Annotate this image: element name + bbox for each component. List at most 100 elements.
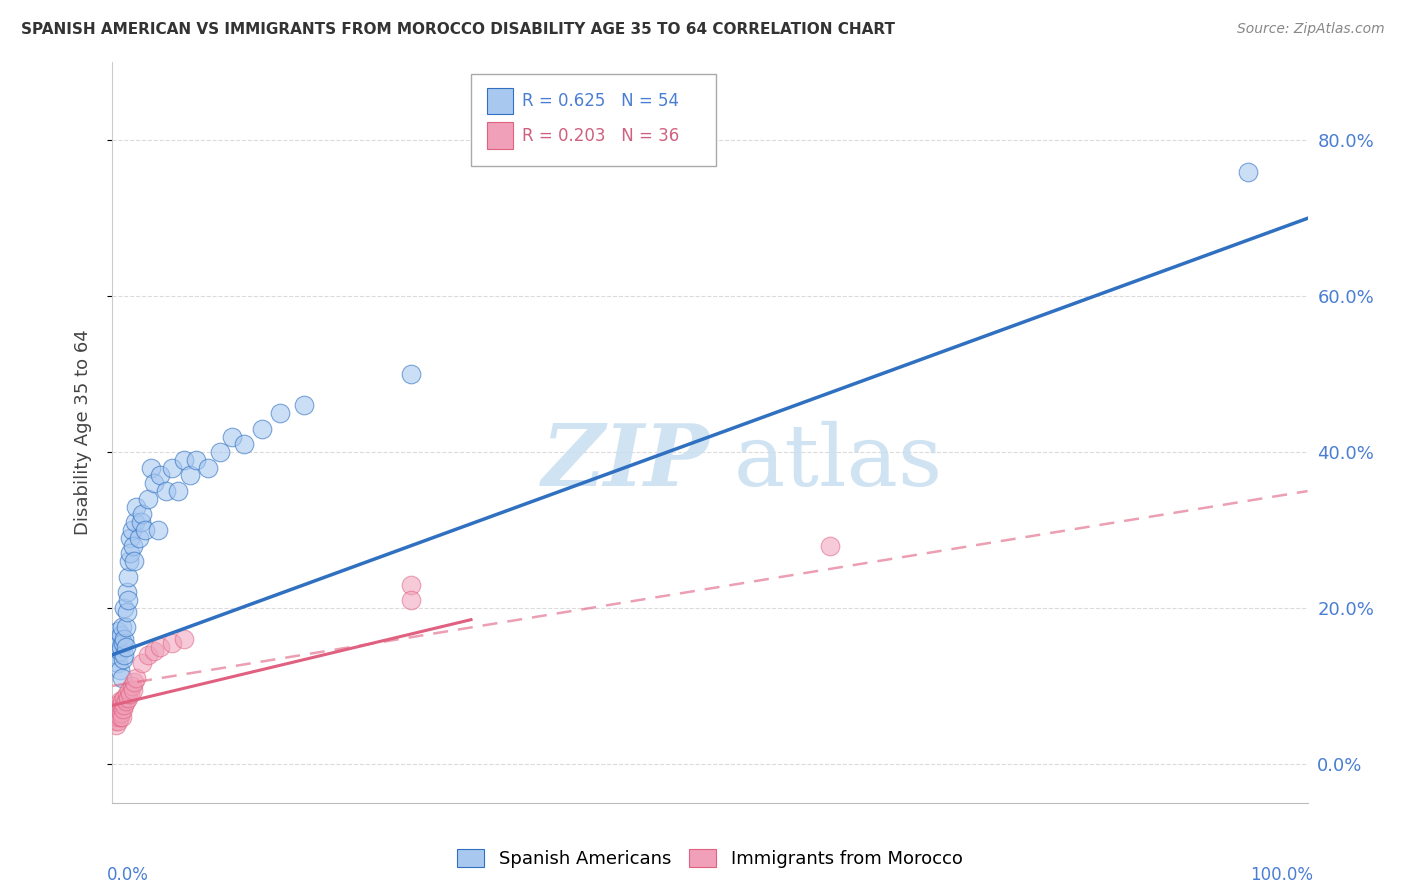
Point xyxy=(173,632,195,647)
Point xyxy=(104,702,127,716)
Point xyxy=(149,468,172,483)
Point xyxy=(167,484,190,499)
Point xyxy=(121,523,143,537)
Point xyxy=(124,515,146,529)
Point xyxy=(122,675,145,690)
Point xyxy=(292,398,315,412)
Point xyxy=(111,671,134,685)
Point xyxy=(110,706,132,721)
Point xyxy=(103,710,125,724)
Point xyxy=(110,640,132,654)
Point xyxy=(143,644,166,658)
Text: 0.0%: 0.0% xyxy=(107,866,149,884)
Point xyxy=(107,702,129,716)
Text: R = 0.625   N = 54: R = 0.625 N = 54 xyxy=(523,92,679,110)
Point xyxy=(107,624,129,639)
Point xyxy=(104,714,127,728)
Point xyxy=(209,445,232,459)
Point xyxy=(108,694,131,708)
Point xyxy=(107,714,129,728)
Bar xyxy=(486,122,513,149)
Point xyxy=(105,632,128,647)
Point xyxy=(129,515,152,529)
Point xyxy=(134,523,156,537)
Y-axis label: Disability Age 35 to 64: Disability Age 35 to 64 xyxy=(73,330,91,535)
Point xyxy=(110,698,132,713)
Point xyxy=(112,702,135,716)
Point xyxy=(112,636,135,650)
Point xyxy=(111,694,134,708)
Text: 100.0%: 100.0% xyxy=(1250,866,1313,884)
Point xyxy=(143,476,166,491)
Point xyxy=(120,687,142,701)
Point xyxy=(818,539,841,553)
Point xyxy=(146,523,169,537)
Point xyxy=(115,687,138,701)
Text: atlas: atlas xyxy=(734,421,943,504)
Point xyxy=(131,656,153,670)
Point xyxy=(155,484,177,499)
Point xyxy=(173,453,195,467)
Point xyxy=(114,648,135,662)
Point xyxy=(250,422,273,436)
Point xyxy=(105,648,128,662)
Point xyxy=(114,698,135,713)
Point xyxy=(121,682,143,697)
Point xyxy=(105,698,128,713)
Point xyxy=(105,706,128,721)
Point xyxy=(104,636,127,650)
Point xyxy=(118,682,141,697)
Legend: Spanish Americans, Immigrants from Morocco: Spanish Americans, Immigrants from Moroc… xyxy=(450,841,970,875)
Point xyxy=(139,460,162,475)
Point xyxy=(115,605,138,619)
Point xyxy=(114,640,136,654)
Point xyxy=(117,690,139,705)
Point xyxy=(117,570,139,584)
Point xyxy=(114,620,136,634)
Point xyxy=(112,651,135,665)
Point xyxy=(110,628,132,642)
Point xyxy=(122,554,145,568)
Point xyxy=(121,679,143,693)
Point xyxy=(108,644,131,658)
Point xyxy=(233,437,256,451)
Point xyxy=(138,491,160,506)
Point xyxy=(108,710,131,724)
Point xyxy=(149,640,172,654)
Point xyxy=(162,636,183,650)
Point xyxy=(1237,164,1260,178)
Point xyxy=(138,648,160,662)
Point xyxy=(269,406,291,420)
Point xyxy=(111,710,134,724)
Point xyxy=(128,531,150,545)
Point xyxy=(162,460,183,475)
Point xyxy=(125,671,148,685)
Point xyxy=(179,468,201,483)
Point xyxy=(107,656,129,670)
Text: SPANISH AMERICAN VS IMMIGRANTS FROM MOROCCO DISABILITY AGE 35 TO 64 CORRELATION : SPANISH AMERICAN VS IMMIGRANTS FROM MORO… xyxy=(21,22,896,37)
Point xyxy=(114,632,135,647)
Point xyxy=(117,593,139,607)
Point xyxy=(105,718,128,732)
Point xyxy=(105,710,128,724)
Point xyxy=(221,429,243,443)
Point xyxy=(197,460,219,475)
Point xyxy=(401,593,423,607)
Text: R = 0.203   N = 36: R = 0.203 N = 36 xyxy=(523,127,679,145)
FancyBboxPatch shape xyxy=(471,73,716,166)
Point xyxy=(114,601,135,615)
Point xyxy=(131,508,153,522)
Point xyxy=(114,690,135,705)
Point xyxy=(108,663,131,677)
Point xyxy=(111,620,134,634)
Point xyxy=(186,453,208,467)
Point xyxy=(401,577,423,591)
Bar xyxy=(486,87,513,114)
Point xyxy=(125,500,148,514)
Point xyxy=(118,554,141,568)
Point xyxy=(115,585,138,599)
Point xyxy=(120,546,142,560)
Point xyxy=(120,531,142,545)
Text: Source: ZipAtlas.com: Source: ZipAtlas.com xyxy=(1237,22,1385,37)
Point xyxy=(401,367,423,381)
